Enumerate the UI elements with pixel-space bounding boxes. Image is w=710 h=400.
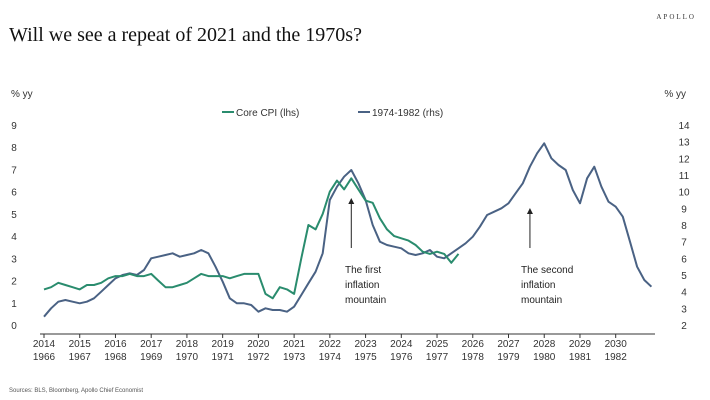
x-tick-label-bottom: 1978: [462, 352, 485, 363]
seventies-line: [43, 142, 653, 318]
left-axis-unit: % yy: [11, 89, 33, 100]
left-y-tick-label: 5: [11, 210, 17, 221]
x-tick-label-bottom: 1968: [104, 352, 127, 363]
source-note: Sources: BLS, Bloomberg, Apollo Chief Ec…: [9, 388, 144, 394]
right-y-tick-label: 2: [681, 321, 687, 332]
annotation-text: inflation: [521, 280, 555, 291]
x-tick-label-bottom: 1979: [497, 352, 520, 363]
x-tick-label-bottom: 1974: [319, 352, 342, 363]
x-tick-label-top: 2016: [104, 339, 127, 350]
x-tick-label-bottom: 1973: [283, 352, 306, 363]
x-tick-label-bottom: 1966: [33, 352, 56, 363]
left-y-tick-label: 0: [11, 321, 17, 332]
right-y-tick-label: 4: [681, 288, 687, 299]
x-tick-label-top: 2019: [212, 339, 235, 350]
x-tick-label-bottom: 1982: [605, 352, 628, 363]
x-tick-label-top: 2030: [605, 339, 628, 350]
left-y-tick-label: 8: [11, 143, 17, 154]
x-tick-label-bottom: 1967: [69, 352, 92, 363]
chart-title: Will we see a repeat of 2021 and the 197…: [9, 24, 362, 46]
core-cpi-line: [43, 177, 460, 300]
x-tick-label-bottom: 1970: [176, 352, 199, 363]
annotation-text: mountain: [345, 295, 386, 306]
x-tick-label-top: 2029: [569, 339, 592, 350]
x-tick-label-bottom: 1972: [247, 352, 270, 363]
x-tick-label-top: 2028: [533, 339, 556, 350]
left-y-tick-label: 9: [11, 121, 17, 132]
brand-logo: APOLLO: [656, 13, 696, 21]
x-tick-label-top: 2014: [33, 339, 56, 350]
x-tick-label-bottom: 1969: [140, 352, 163, 363]
x-tick-label-top: 2023: [354, 339, 377, 350]
x-tick-label-top: 2017: [140, 339, 163, 350]
annotation-text: The second: [521, 265, 573, 276]
annotation-arrow-head: [526, 208, 533, 214]
right-y-tick-label: 11: [679, 171, 690, 182]
left-y-tick-label: 1: [11, 299, 17, 310]
x-tick-label-top: 2025: [426, 339, 449, 350]
x-tick-label-bottom: 1977: [426, 352, 449, 363]
x-tick-label-top: 2021: [283, 339, 306, 350]
right-y-tick-label: 12: [678, 154, 690, 165]
annotation-arrow-head: [348, 198, 355, 204]
x-tick-label-top: 2022: [319, 339, 342, 350]
left-y-tick-label: 3: [11, 254, 17, 265]
left-y-tick-label: 2: [11, 277, 17, 288]
x-tick-label-bottom: 1975: [354, 352, 377, 363]
right-y-tick-label: 14: [678, 121, 690, 132]
left-y-tick-label: 4: [11, 232, 17, 243]
legend-label-seventies: 1974-1982 (rhs): [372, 108, 443, 119]
annotation-text: The first: [345, 265, 381, 276]
legend-label-core-cpi: Core CPI (lhs): [236, 108, 299, 119]
right-y-tick-label: 10: [678, 188, 690, 199]
x-tick-label-top: 2020: [247, 339, 270, 350]
right-axis-unit: % yy: [664, 89, 686, 100]
x-tick-label-bottom: 1976: [390, 352, 413, 363]
left-y-tick-label: 6: [11, 188, 17, 199]
x-tick-label-top: 2026: [462, 339, 485, 350]
right-y-tick-label: 3: [681, 304, 687, 315]
right-y-tick-label: 6: [681, 254, 687, 265]
annotation-text: inflation: [345, 280, 379, 291]
x-tick-label-bottom: 1981: [569, 352, 592, 363]
left-y-tick-label: 7: [11, 165, 17, 176]
x-tick-label-top: 2024: [390, 339, 413, 350]
right-y-tick-label: 9: [681, 204, 687, 215]
right-y-tick-label: 8: [681, 221, 687, 232]
right-y-tick-label: 7: [681, 238, 687, 249]
x-tick-label-top: 2015: [69, 339, 92, 350]
right-y-tick-label: 13: [678, 138, 690, 149]
x-tick-label-bottom: 1971: [212, 352, 235, 363]
x-tick-label-bottom: 1980: [533, 352, 556, 363]
x-tick-label-top: 2018: [176, 339, 199, 350]
x-tick-label-top: 2027: [497, 339, 520, 350]
annotation-text: mountain: [521, 295, 562, 306]
right-y-tick-label: 5: [681, 271, 687, 282]
